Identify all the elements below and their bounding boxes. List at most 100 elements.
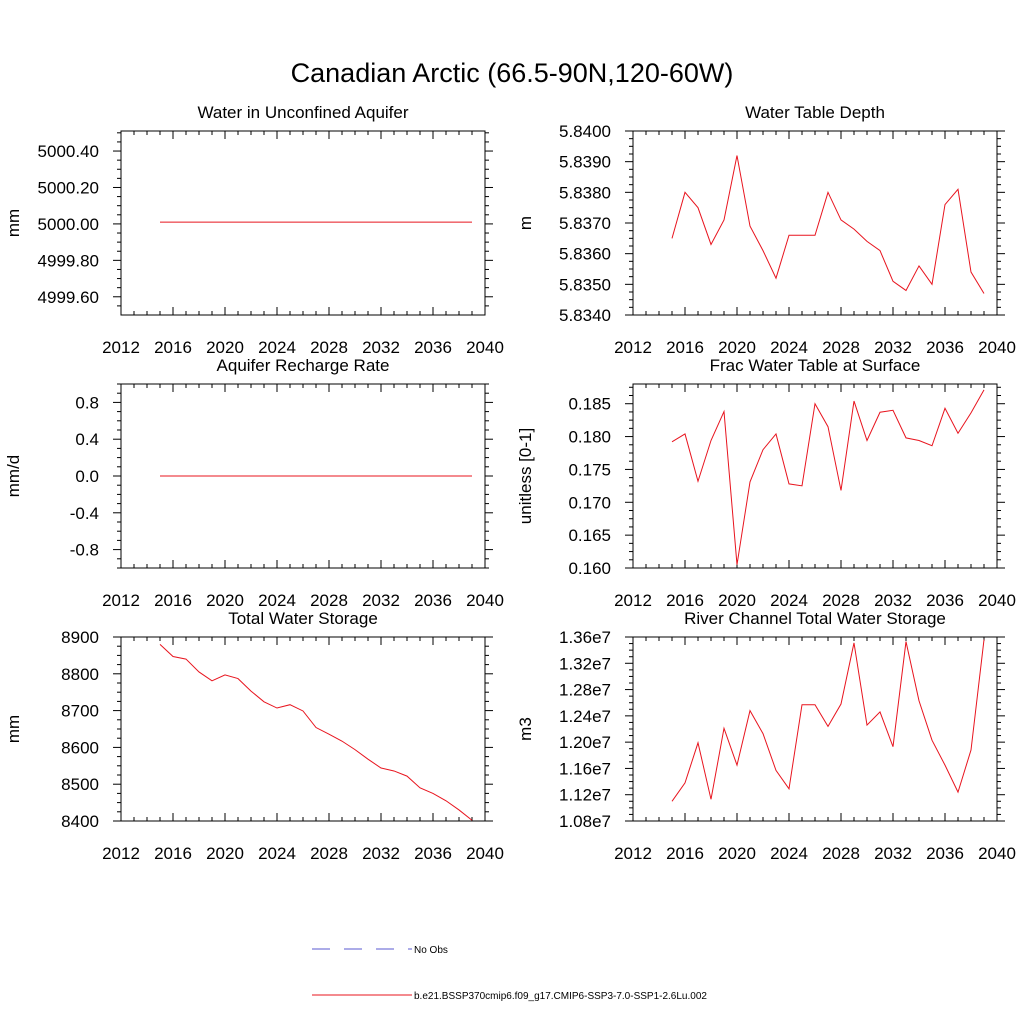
- panel-title: Frac Water Table at Surface: [710, 356, 921, 375]
- x-tick-label: 2028: [822, 338, 860, 357]
- y-tick-label: 5000.00: [38, 215, 99, 234]
- panel-title: Aquifer Recharge Rate: [217, 356, 390, 375]
- x-tick-label: 2016: [154, 844, 192, 863]
- y-tick-label: 1.24e7: [559, 707, 611, 726]
- y-tick-label: 5.8370: [559, 214, 611, 233]
- x-tick-label: 2012: [102, 844, 140, 863]
- y-tick-label: 0.185: [568, 395, 611, 414]
- y-tick-label: 0.180: [568, 428, 611, 447]
- x-tick-label: 2016: [666, 844, 704, 863]
- x-tick-label: 2028: [822, 591, 860, 610]
- x-tick-label: 2040: [466, 591, 504, 610]
- x-tick-label: 2036: [926, 591, 964, 610]
- plot-frame: [120, 636, 486, 822]
- y-tick-label: 5.8360: [559, 245, 611, 264]
- x-tick-label: 2036: [926, 844, 964, 863]
- y-axis-label: m3: [516, 717, 535, 741]
- y-axis-label: m: [516, 216, 535, 230]
- x-tick-label: 2032: [362, 338, 400, 357]
- panel-water-table-depth: Water Table Depth m 2012 2016 2020 2024 2028 20…: [516, 103, 1016, 357]
- x-tick-label: 2032: [874, 591, 912, 610]
- y-tick-label: 5.8400: [559, 122, 611, 141]
- series-line: [671, 389, 985, 565]
- x-tick-label: 2028: [822, 844, 860, 863]
- x-tick-label: 2028: [310, 338, 348, 357]
- x-tick-label: 2012: [614, 338, 652, 357]
- x-tick-label: 2040: [978, 844, 1016, 863]
- x-tick-label: 2012: [614, 844, 652, 863]
- legend-label-model: b.e21.BSSP370cmip6.f09_g17.CMIP6-SSP3-7.…: [414, 991, 707, 1002]
- y-tick-label: 1.12e7: [559, 786, 611, 805]
- plot-frame: [120, 130, 486, 316]
- panel-title: Water in Unconfined Aquifer: [197, 103, 408, 122]
- y-tick-label: 1.36e7: [559, 628, 611, 647]
- x-tick-label: 2036: [414, 338, 452, 357]
- x-tick-label: 2012: [102, 591, 140, 610]
- x-tick-label: 2024: [770, 844, 808, 863]
- y-tick-label: 0.165: [568, 526, 611, 545]
- y-tick-label: -0.8: [70, 541, 99, 560]
- x-tick-label: 2012: [102, 338, 140, 357]
- y-tick-label: 1.32e7: [559, 654, 611, 673]
- panel-aquifer-recharge-rate: Aquifer Recharge Rate mm/d 2012 2016 2020 202…: [4, 356, 504, 610]
- legend-label-no-obs: No Obs: [414, 945, 448, 956]
- y-tick-label: 1.08e7: [559, 812, 611, 831]
- x-tick-label: 2032: [874, 338, 912, 357]
- x-tick-label: 2020: [718, 338, 756, 357]
- x-tick-label: 2040: [466, 338, 504, 357]
- x-tick-label: 2032: [362, 844, 400, 863]
- y-tick-label: 8400: [61, 812, 99, 831]
- y-tick-label: 8900: [61, 628, 99, 647]
- x-tick-label: 2012: [614, 591, 652, 610]
- y-tick-label: 0.4: [75, 430, 99, 449]
- y-tick-label: 0.160: [568, 559, 611, 578]
- x-tick-label: 2024: [258, 844, 296, 863]
- x-tick-label: 2040: [978, 591, 1016, 610]
- panel-total-water-storage: Total Water Storage mm 2012 2016 2020 2024 202…: [4, 609, 504, 863]
- plot-frame: [632, 636, 998, 822]
- y-tick-label: 5000.20: [38, 178, 99, 197]
- x-tick-label: 2016: [666, 338, 704, 357]
- x-tick-label: 2020: [206, 844, 244, 863]
- x-tick-label: 2028: [310, 591, 348, 610]
- x-tick-label: 2020: [206, 591, 244, 610]
- y-tick-label: 1.28e7: [559, 681, 611, 700]
- figure-title: Canadian Arctic (66.5-90N,120-60W): [291, 58, 734, 88]
- y-tick-label: 5.8340: [559, 306, 611, 325]
- x-tick-label: 2032: [362, 591, 400, 610]
- y-tick-label: 1.16e7: [559, 759, 611, 778]
- panel-title: Water Table Depth: [745, 103, 885, 122]
- x-tick-label: 2036: [414, 591, 452, 610]
- y-tick-label: 0.8: [75, 393, 99, 412]
- y-tick-label: -0.4: [70, 504, 99, 523]
- y-axis-label: mm/d: [4, 455, 23, 498]
- panel-water-in-unconfined-aquifer: Water in Unconfined Aquifer mm 2012 2016 202…: [4, 103, 504, 357]
- x-tick-label: 2040: [466, 844, 504, 863]
- y-axis-label: unitless [0-1]: [516, 428, 535, 524]
- x-tick-label: 2036: [414, 844, 452, 863]
- y-tick-label: 1.20e7: [559, 733, 611, 752]
- x-tick-label: 2016: [154, 338, 192, 357]
- x-tick-label: 2024: [770, 338, 808, 357]
- panel-title: Total Water Storage: [228, 609, 378, 628]
- x-tick-label: 2032: [874, 844, 912, 863]
- series-line: [671, 639, 985, 802]
- legend: No Obs b.e21.BSSP370cmip6.f09_g17.CMIP6-…: [312, 945, 707, 1002]
- y-tick-label: 5000.40: [38, 142, 99, 161]
- x-tick-label: 2016: [154, 591, 192, 610]
- y-tick-label: 8700: [61, 702, 99, 721]
- y-tick-label: 0.170: [568, 493, 611, 512]
- plot-frame: [632, 383, 998, 569]
- x-tick-label: 2024: [258, 591, 296, 610]
- x-tick-label: 2024: [770, 591, 808, 610]
- panel-frac-water-table-at-surface: Frac Water Table at Surface unitless [0-1…: [516, 356, 1016, 610]
- x-tick-label: 2020: [718, 591, 756, 610]
- panel-title: River Channel Total Water Storage: [684, 609, 946, 628]
- y-tick-label: 5.8380: [559, 183, 611, 202]
- y-tick-label: 8500: [61, 775, 99, 794]
- x-tick-label: 2028: [310, 844, 348, 863]
- y-tick-label: 5.8390: [559, 153, 611, 172]
- x-tick-label: 2036: [926, 338, 964, 357]
- x-tick-label: 2024: [258, 338, 296, 357]
